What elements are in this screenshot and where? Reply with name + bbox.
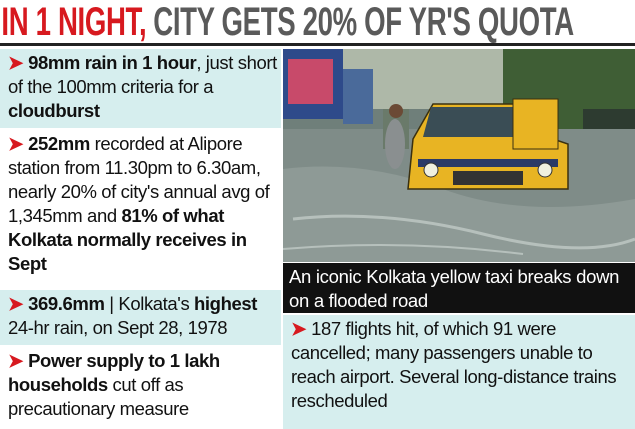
bullet-arrow: ➤ bbox=[8, 133, 24, 154]
photo bbox=[283, 49, 635, 262]
photo-caption: An iconic Kolkata yellow taxi breaks dow… bbox=[283, 263, 635, 313]
headline: IN 1 NIGHT, CITY GETS 20% OF YR'S QUOTA bbox=[0, 0, 635, 46]
fact-box: ➤ 98mm rain in 1 hour, just short of the … bbox=[0, 49, 281, 128]
text-run: highest bbox=[194, 293, 258, 314]
headline-part: CITY GETS 20% OF YR'S QUOTA bbox=[153, 0, 574, 44]
fact-box: ➤ 252mm recorded at Alipore station from … bbox=[0, 130, 281, 288]
text-run: cloudburst bbox=[8, 100, 100, 121]
text-run: cut off as precautionary measure bbox=[8, 374, 189, 419]
text-run: 252mm bbox=[28, 133, 90, 154]
text-run: | Kolkata's bbox=[104, 293, 195, 314]
bullet-arrow: ➤ bbox=[291, 318, 307, 339]
text-run: 98mm rain in 1 hour bbox=[28, 52, 197, 73]
text-run: 369.6mm bbox=[28, 293, 105, 314]
fact-box: ➤ 187 flights hit, of which 91 were cance… bbox=[283, 315, 635, 429]
bullet-arrow: ➤ bbox=[8, 293, 24, 314]
left-column: ➤ 98mm rain in 1 hour, just short of the … bbox=[0, 49, 281, 429]
text-run: recorded at Alipore station from 11.30pm… bbox=[8, 133, 270, 226]
text-run: 187 flights hit, of which 91 were cancel… bbox=[291, 318, 617, 411]
bullet-arrow: ➤ bbox=[8, 52, 24, 73]
text-run: 81% of what Kolkata normally receives in… bbox=[8, 205, 247, 274]
headline-text: IN 1 NIGHT, CITY GETS 20% OF YR'S QUOTA bbox=[0, 0, 581, 44]
fact-box: ➤ Power supply to 1 lakh households cut o… bbox=[0, 347, 281, 429]
text-run: , just short of the 100mm criteria for a bbox=[8, 52, 277, 97]
text-run: Power supply to 1 lakh households bbox=[8, 350, 220, 395]
fact-box: ➤ 369.6mm | Kolkata's highest 24-hr rain,… bbox=[0, 290, 281, 345]
headline-part: IN 1 NIGHT, bbox=[1, 0, 147, 44]
text-run: 24-hr rain, on Sept 28, 1978 bbox=[8, 317, 228, 338]
bullet-arrow: ➤ bbox=[8, 350, 24, 371]
